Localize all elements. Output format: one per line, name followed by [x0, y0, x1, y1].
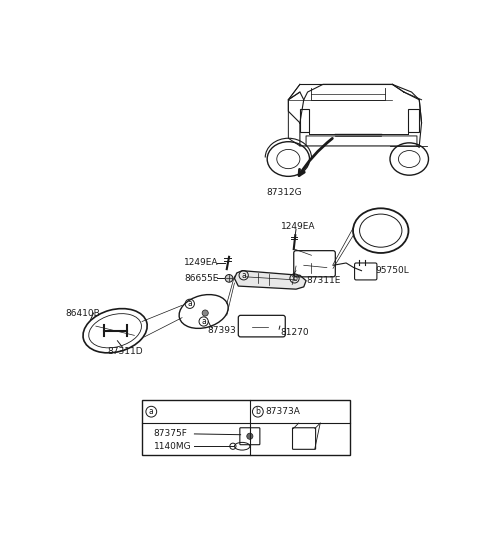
Text: 1140MG: 1140MG	[154, 442, 191, 451]
Text: 87373A: 87373A	[265, 407, 300, 416]
Text: 81270: 81270	[281, 328, 309, 337]
Text: 95750L: 95750L	[375, 266, 409, 275]
Polygon shape	[234, 271, 306, 289]
Text: a: a	[187, 299, 192, 308]
Text: 87311E: 87311E	[306, 276, 340, 285]
Text: 87375F: 87375F	[154, 429, 188, 438]
Text: 86655E: 86655E	[184, 274, 219, 283]
Text: 1249EA: 1249EA	[281, 222, 315, 232]
Text: 1249EA: 1249EA	[184, 258, 219, 267]
Text: a: a	[149, 407, 154, 416]
Text: a: a	[201, 317, 206, 326]
Circle shape	[225, 274, 233, 282]
Text: b: b	[255, 407, 260, 416]
Text: 87311D: 87311D	[108, 347, 143, 356]
Circle shape	[202, 310, 208, 316]
Text: 87312G: 87312G	[267, 188, 302, 197]
Circle shape	[247, 433, 253, 440]
Text: 86410B: 86410B	[65, 309, 100, 317]
Text: 87393: 87393	[207, 326, 236, 335]
Text: a: a	[241, 271, 246, 280]
Text: b: b	[292, 274, 297, 283]
